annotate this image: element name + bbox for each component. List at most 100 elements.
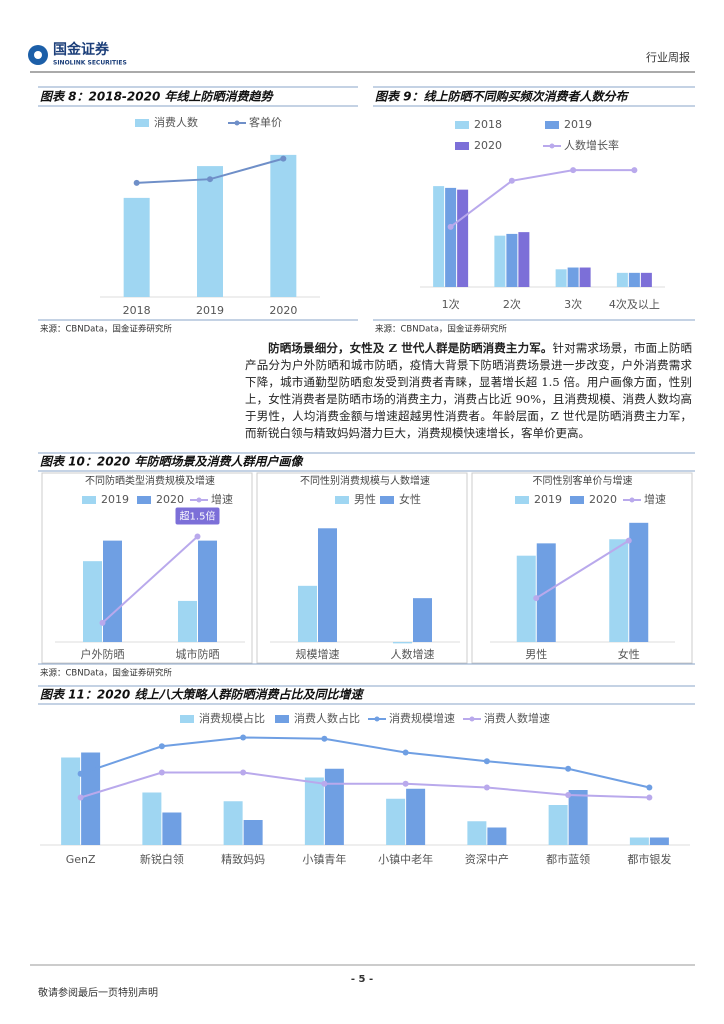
- legend-label: 2020: [589, 493, 617, 506]
- legend-swatch: [380, 496, 394, 504]
- legend-label: 2019: [534, 493, 562, 506]
- panel-title: 不同防晒类型消费规模及增速: [85, 474, 215, 487]
- legend-swatch: [455, 142, 469, 150]
- source: 来源：CBNData，国金证券研究所: [40, 324, 172, 335]
- bar: [629, 837, 649, 845]
- paragraph-body: 针对需求场景，市面上防晒产品分为户外防晒和城市防晒，疫情大背景下防晒消费场景进一…: [245, 341, 692, 440]
- figure-title: 图表 11：2020 线上八大策略人群防晒消费占比及同比增速: [40, 688, 364, 702]
- panel: [41, 472, 253, 664]
- report-type: 行业周报: [646, 50, 690, 64]
- panel-title: 不同性别客单价与增速: [533, 474, 633, 487]
- line-point: [280, 155, 287, 162]
- legend-label: 2020: [156, 493, 184, 506]
- legend-swatch: [515, 496, 529, 504]
- category-label: 2次: [503, 297, 521, 311]
- legend-label: 2019: [101, 493, 129, 506]
- legend-label: 增速: [211, 492, 233, 506]
- bar: [445, 187, 457, 287]
- bar: [270, 154, 297, 297]
- bar: [518, 232, 530, 287]
- line-point: [99, 619, 106, 626]
- legend-label: 消费规模增速: [389, 711, 455, 725]
- legend-swatch: [234, 120, 240, 126]
- logo-icon: [34, 51, 42, 59]
- category-label: 女性: [618, 647, 640, 661]
- legend-label: 女性: [399, 492, 421, 506]
- line-point: [240, 769, 247, 776]
- line-series: [80, 736, 650, 789]
- bar: [548, 805, 568, 845]
- legend-swatch: [335, 496, 349, 504]
- legend-label: 客单价: [249, 115, 282, 129]
- disclaimer: 敬请参阅最后一页特别声明: [38, 986, 158, 999]
- bar: [616, 272, 628, 287]
- logo: 国金证券: [53, 41, 110, 58]
- line-point: [158, 769, 165, 776]
- page-number: - 5 -: [351, 974, 373, 985]
- source: 来源：CBNData，国金证券研究所: [375, 324, 507, 335]
- bar: [198, 540, 217, 642]
- category-label: 规模增速: [296, 647, 340, 661]
- line-point: [565, 792, 572, 798]
- line-point: [207, 176, 213, 183]
- category-label: 3次: [564, 297, 582, 311]
- line-point: [508, 177, 515, 184]
- bar: [413, 598, 432, 642]
- bar: [629, 522, 649, 642]
- bar: [197, 166, 223, 297]
- line-point: [570, 167, 577, 174]
- line-point: [321, 735, 328, 742]
- bar: [223, 801, 243, 845]
- legend-swatch: [374, 716, 380, 722]
- figure-title: 图表 9：线上防晒不同购买频次消费者人数分布: [375, 90, 630, 104]
- line-series: [80, 771, 650, 799]
- line-series: [535, 539, 630, 600]
- line-point: [321, 780, 328, 787]
- bar: [649, 837, 669, 845]
- bar: [567, 267, 579, 287]
- legend-swatch: [82, 496, 96, 504]
- paragraph: 防晒场景细分，女性及 Z 世代人群是防晒消费主力军。针对需求场景，市面上防晒产品…: [245, 340, 692, 442]
- category-label: 2019: [196, 304, 224, 317]
- bar: [243, 820, 263, 845]
- line-series: [450, 169, 635, 228]
- line-point: [631, 167, 638, 174]
- line-point: [625, 537, 632, 544]
- figure-title: 图表 10：2020 年防晒场景及消费人群用户画像: [40, 455, 303, 469]
- line-point: [646, 794, 653, 801]
- category-label: 城市防晒: [176, 647, 220, 661]
- line-point: [646, 784, 653, 791]
- line-point: [194, 533, 201, 540]
- source: 来源：CBNData，国金证券研究所: [40, 668, 172, 679]
- category-label: 都市银发: [627, 852, 671, 866]
- bar: [628, 272, 640, 287]
- bar: [579, 267, 591, 287]
- line-point: [483, 758, 490, 765]
- line-point: [240, 734, 247, 741]
- category-label: 小镇青年: [302, 852, 346, 866]
- bar: [123, 197, 150, 297]
- bar: [506, 233, 518, 287]
- line-point: [565, 765, 572, 772]
- legend-label: 消费人数: [154, 115, 198, 129]
- bar: [81, 752, 101, 845]
- legend-swatch: [455, 121, 469, 129]
- legend-swatch: [629, 497, 635, 503]
- legend-swatch: [469, 716, 475, 722]
- bar: [609, 539, 629, 642]
- bar: [103, 540, 122, 642]
- figure-title: 图表 8：2018-2020 年线上防晒消费趋势: [40, 90, 274, 104]
- legend-swatch: [137, 496, 151, 504]
- line-point: [402, 749, 409, 756]
- logo-en: SINOLINK SECURITIES: [53, 60, 127, 67]
- legend-swatch: [180, 715, 194, 723]
- bar: [555, 269, 567, 287]
- bar: [142, 792, 162, 845]
- bar: [406, 788, 426, 845]
- category-label: 2018: [123, 304, 151, 317]
- bar: [568, 790, 588, 845]
- legend-swatch: [570, 496, 584, 504]
- category-label: 1次: [442, 297, 460, 311]
- legend-label: 人数增长率: [564, 138, 619, 152]
